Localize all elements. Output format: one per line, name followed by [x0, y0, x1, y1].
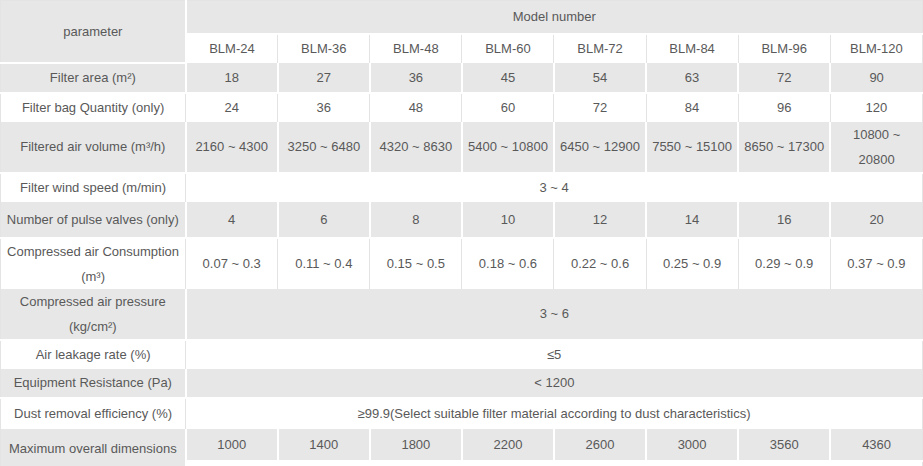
row-label-filter-area: Filter area (m²) — [1, 63, 186, 93]
row-filter-wind-speed: Filter wind speed (m/min) 3 ~ 4 — [1, 173, 923, 202]
row-equipment-resistance: Equipment Resistance (Pa) < 1200 — [1, 369, 923, 398]
row-air-leakage-rate: Air leakage rate (%) ≤5 — [1, 340, 923, 369]
row-filter-area: Filter area (m²) 18 27 36 45 54 63 72 90 — [1, 63, 923, 93]
value-cell: 2200 — [462, 429, 554, 461]
row-label-pulse-valves: Number of pulse valves (only) — [1, 202, 186, 238]
model-header-cell: BLM-120 — [830, 34, 922, 63]
row-label-filter-bag-quantity: Filter bag Quantity (only) — [1, 93, 186, 122]
row-pulse-valves: Number of pulse valves (only) 4 6 8 10 1… — [1, 202, 923, 238]
value-cell: 16 — [738, 202, 830, 238]
value-cell: 7550 ~ 15100 — [646, 122, 738, 173]
row-dust-removal-efficiency: Dust removal efficiency (%) ≥99.9(Select… — [1, 398, 923, 429]
model-header-cell: BLM-36 — [278, 34, 370, 63]
value-cell: 60 — [462, 93, 554, 122]
value-cell: 14 — [646, 202, 738, 238]
header-row-1: parameter Model number — [1, 1, 923, 34]
value-cell: 0.07 ~ 0.3 — [186, 238, 278, 289]
value-cell: 3000 — [646, 429, 738, 461]
value-cell: 3250 ~ 6480 — [278, 122, 370, 173]
value-cell: 96 — [738, 93, 830, 122]
row-maximum-dimensions: Maximum overall dimensions (mm) 1000 140… — [1, 429, 923, 461]
row-compressed-air-pressure: Compressed air pressure (kg/cm²) 3 ~ 6 — [1, 289, 923, 340]
row-label-equipment-resistance: Equipment Resistance (Pa) — [1, 369, 186, 398]
value-cell: 4320 ~ 8630 — [370, 122, 462, 173]
model-header-cell: BLM-24 — [186, 34, 278, 63]
value-cell: 6 — [278, 202, 370, 238]
row-label-compressed-air-consumption: Compressed air Consumption (m³) — [1, 238, 186, 289]
merged-value-cell: < 1200 — [186, 369, 923, 398]
value-cell: 90 — [830, 63, 922, 93]
value-cell: 12 — [554, 202, 646, 238]
value-cell: 0.37 ~ 0.9 — [830, 238, 922, 289]
value-cell: 0.11 ~ 0.4 — [278, 238, 370, 289]
value-cell: 6450 ~ 12900 — [554, 122, 646, 173]
value-cell: 48 — [370, 93, 462, 122]
value-cell: 27 — [278, 63, 370, 93]
model-header-cell: BLM-60 — [462, 34, 554, 63]
merged-value-cell: 1450×3660(W × H) — [186, 461, 923, 466]
value-cell: 2160 ~ 4300 — [186, 122, 278, 173]
value-cell: 2600 — [554, 429, 646, 461]
parameter-header-cell: parameter — [1, 1, 186, 63]
model-header-cell: BLM-84 — [646, 34, 738, 63]
value-cell: 72 — [554, 93, 646, 122]
value-cell: 1400 — [278, 429, 370, 461]
value-cell: 8 — [370, 202, 462, 238]
value-cell: 1800 — [370, 429, 462, 461]
model-header-cell: BLM-96 — [738, 34, 830, 63]
value-cell: 10 — [462, 202, 554, 238]
value-cell: 84 — [646, 93, 738, 122]
value-cell: 72 — [738, 63, 830, 93]
value-cell: 4360 — [830, 429, 922, 461]
row-label-air-leakage-rate: Air leakage rate (%) — [1, 340, 186, 369]
merged-value-cell: ≥99.9(Select suitable filter material ac… — [186, 398, 923, 429]
merged-value-cell: 3 ~ 4 — [186, 173, 923, 202]
row-label-compressed-air-pressure: Compressed air pressure (kg/cm²) — [1, 289, 186, 340]
merged-value-cell: 3 ~ 6 — [186, 289, 923, 340]
row-compressed-air-consumption: Compressed air Consumption (m³) 0.07 ~ 0… — [1, 238, 923, 289]
value-cell: 0.18 ~ 0.6 — [462, 238, 554, 289]
value-cell: 45 — [462, 63, 554, 93]
value-cell: 0.25 ~ 0.9 — [646, 238, 738, 289]
row-filtered-air-volume: Filtered air volume (m³/h) 2160 ~ 4300 3… — [1, 122, 923, 173]
row-filter-bag-quantity: Filter bag Quantity (only) 24 36 48 60 7… — [1, 93, 923, 122]
value-cell: 36 — [278, 93, 370, 122]
row-label-filtered-air-volume: Filtered air volume (m³/h) — [1, 122, 186, 173]
value-cell: 63 — [646, 63, 738, 93]
value-cell: 1000 — [186, 429, 278, 461]
value-cell: 10800 ~ 20800 — [830, 122, 922, 173]
value-cell: 4 — [186, 202, 278, 238]
row-label-maximum-dimensions: Maximum overall dimensions (mm) — [1, 429, 186, 466]
value-cell: 36 — [370, 63, 462, 93]
value-cell: 5400 ~ 10800 — [462, 122, 554, 173]
value-cell: 0.22 ~ 0.6 — [554, 238, 646, 289]
value-cell: 0.29 ~ 0.9 — [738, 238, 830, 289]
model-header-cell: BLM-48 — [370, 34, 462, 63]
row-label-dust-removal-efficiency: Dust removal efficiency (%) — [1, 398, 186, 429]
specification-table: parameter Model number BLM-24 BLM-36 BLM… — [0, 0, 923, 466]
value-cell: 8650 ~ 17300 — [738, 122, 830, 173]
merged-value-cell: ≤5 — [186, 340, 923, 369]
value-cell: 3560 — [738, 429, 830, 461]
value-cell: 120 — [830, 93, 922, 122]
row-label-filter-wind-speed: Filter wind speed (m/min) — [1, 173, 186, 202]
value-cell: 18 — [186, 63, 278, 93]
value-cell: 0.15 ~ 0.5 — [370, 238, 462, 289]
value-cell: 54 — [554, 63, 646, 93]
value-cell: 24 — [186, 93, 278, 122]
model-header-cell: BLM-72 — [554, 34, 646, 63]
value-cell: 20 — [830, 202, 922, 238]
model-number-header-cell: Model number — [186, 1, 923, 34]
